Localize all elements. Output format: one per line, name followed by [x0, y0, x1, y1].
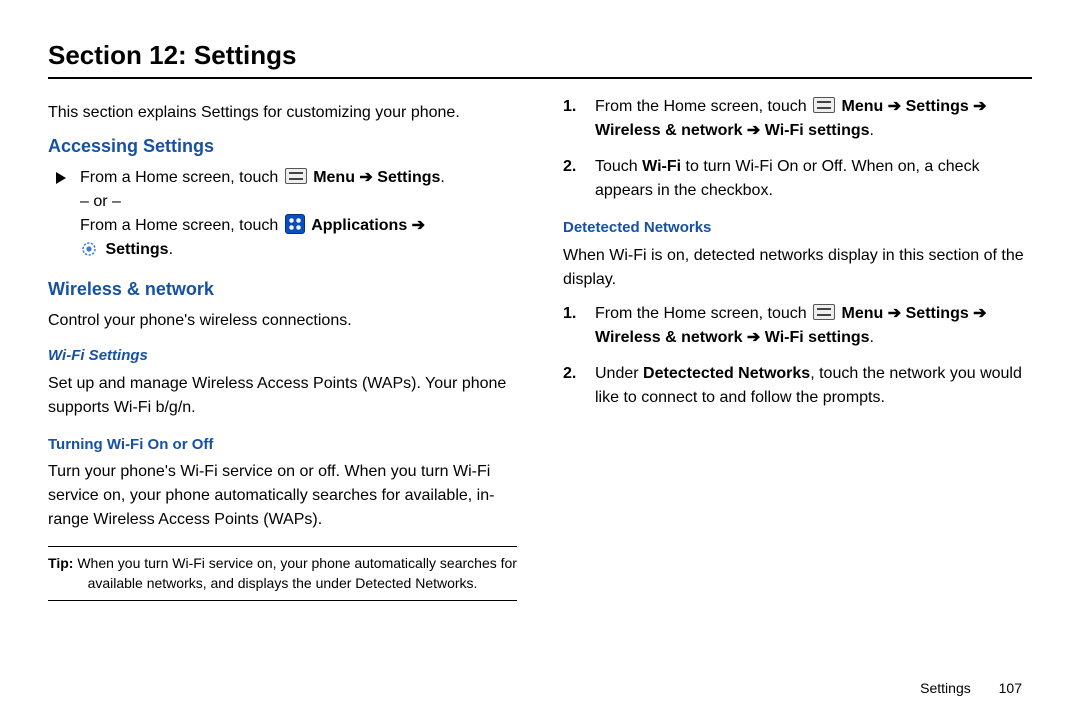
det1-pre: From the Home screen, touch — [595, 305, 811, 322]
access-applications-bold: Applications ➔ — [311, 217, 425, 234]
page-footer: Settings 107 — [920, 680, 1022, 696]
subheading-wifi-settings: Wi-Fi Settings — [48, 345, 517, 368]
step2-bold: Wi-Fi — [642, 158, 681, 175]
period1: . — [440, 169, 444, 186]
intro-text: This section explains Settings for custo… — [48, 101, 517, 125]
access-line2-pre: From a Home screen, touch — [80, 217, 283, 234]
step-number: 2. — [563, 362, 581, 410]
tip-label: Tip: — [48, 555, 73, 571]
access-steps: From a Home screen, touch Menu ➔ Setting… — [56, 166, 517, 262]
right-column: 1. From the Home screen, touch Menu ➔ Se… — [563, 95, 1032, 700]
step2-pre: Touch — [595, 158, 642, 175]
det-step2-body: Under Detectected Networks, touch the ne… — [595, 362, 1032, 410]
access-line1-pre: From a Home screen, touch — [80, 169, 283, 186]
list-item: 2. Touch Wi-Fi to turn Wi-Fi On or Off. … — [563, 155, 1032, 203]
step1-body: From the Home screen, touch Menu ➔ Setti… — [595, 95, 1032, 143]
period3: . — [870, 122, 874, 139]
footer-page-number: 107 — [999, 680, 1022, 696]
access-line1-bold: Menu ➔ Settings — [313, 169, 440, 186]
step1-bold2: Wi-Fi settings — [765, 122, 870, 139]
access-line3-wrap: Settings. — [80, 238, 517, 262]
access-settings-bold: Settings — [105, 241, 168, 258]
section-title: Section 12: Settings — [48, 40, 1032, 79]
tip-box: Tip: When you turn Wi-Fi service on, you… — [48, 546, 517, 601]
step1-pre: From the Home screen, touch — [595, 98, 811, 115]
subheading-turning-wifi: Turning Wi-Fi On or Off — [48, 434, 517, 457]
step-number: 2. — [563, 155, 581, 203]
list-item: 2. Under Detectected Networks, touch the… — [563, 362, 1032, 410]
access-line2-wrap: From a Home screen, touch Applications ➔ — [80, 214, 517, 238]
tip-body: When you turn Wi-Fi service on, your pho… — [73, 555, 517, 591]
period2: . — [169, 241, 173, 258]
turn-body: Turn your phone's Wi-Fi service on or of… — [48, 460, 517, 532]
footer-section-label: Settings — [920, 680, 971, 696]
list-item: 1. From the Home screen, touch Menu ➔ Se… — [563, 95, 1032, 143]
step-number: 1. — [563, 95, 581, 143]
heading-accessing-settings: Accessing Settings — [48, 133, 517, 160]
wifi-body: Set up and manage Wireless Access Points… — [48, 372, 517, 420]
gear-icon — [80, 240, 98, 258]
play-bullet-icon — [56, 172, 66, 184]
det2-bold: Detectected Networks — [643, 365, 810, 382]
period4: . — [870, 329, 874, 346]
menu-icon — [813, 304, 835, 320]
manual-page: Section 12: Settings This section explai… — [0, 0, 1080, 720]
det1-bold2: Wi-Fi settings — [765, 329, 870, 346]
wireless-intro: Control your phone's wireless connection… — [48, 309, 517, 333]
applications-icon — [285, 214, 305, 234]
det-step1-body: From the Home screen, touch Menu ➔ Setti… — [595, 302, 1032, 350]
list-item: 1. From the Home screen, touch Menu ➔ Se… — [563, 302, 1032, 350]
access-or: – or – — [80, 190, 517, 214]
detected-steps-list: 1. From the Home screen, touch Menu ➔ Se… — [563, 302, 1032, 410]
subheading-detected-networks: Detetected Networks — [563, 217, 1032, 240]
heading-wireless-network: Wireless & network — [48, 276, 517, 303]
det2-pre: Under — [595, 365, 643, 382]
step2-body: Touch Wi-Fi to turn Wi-Fi On or Off. Whe… — [595, 155, 1032, 203]
left-column: This section explains Settings for custo… — [48, 95, 517, 700]
detected-intro: When Wi-Fi is on, detected networks disp… — [563, 244, 1032, 292]
menu-icon — [813, 97, 835, 113]
wifi-steps-list: 1. From the Home screen, touch Menu ➔ Se… — [563, 95, 1032, 203]
menu-icon — [285, 168, 307, 184]
step-number: 1. — [563, 302, 581, 350]
access-body: From a Home screen, touch Menu ➔ Setting… — [80, 166, 517, 262]
two-column-layout: This section explains Settings for custo… — [48, 95, 1032, 700]
